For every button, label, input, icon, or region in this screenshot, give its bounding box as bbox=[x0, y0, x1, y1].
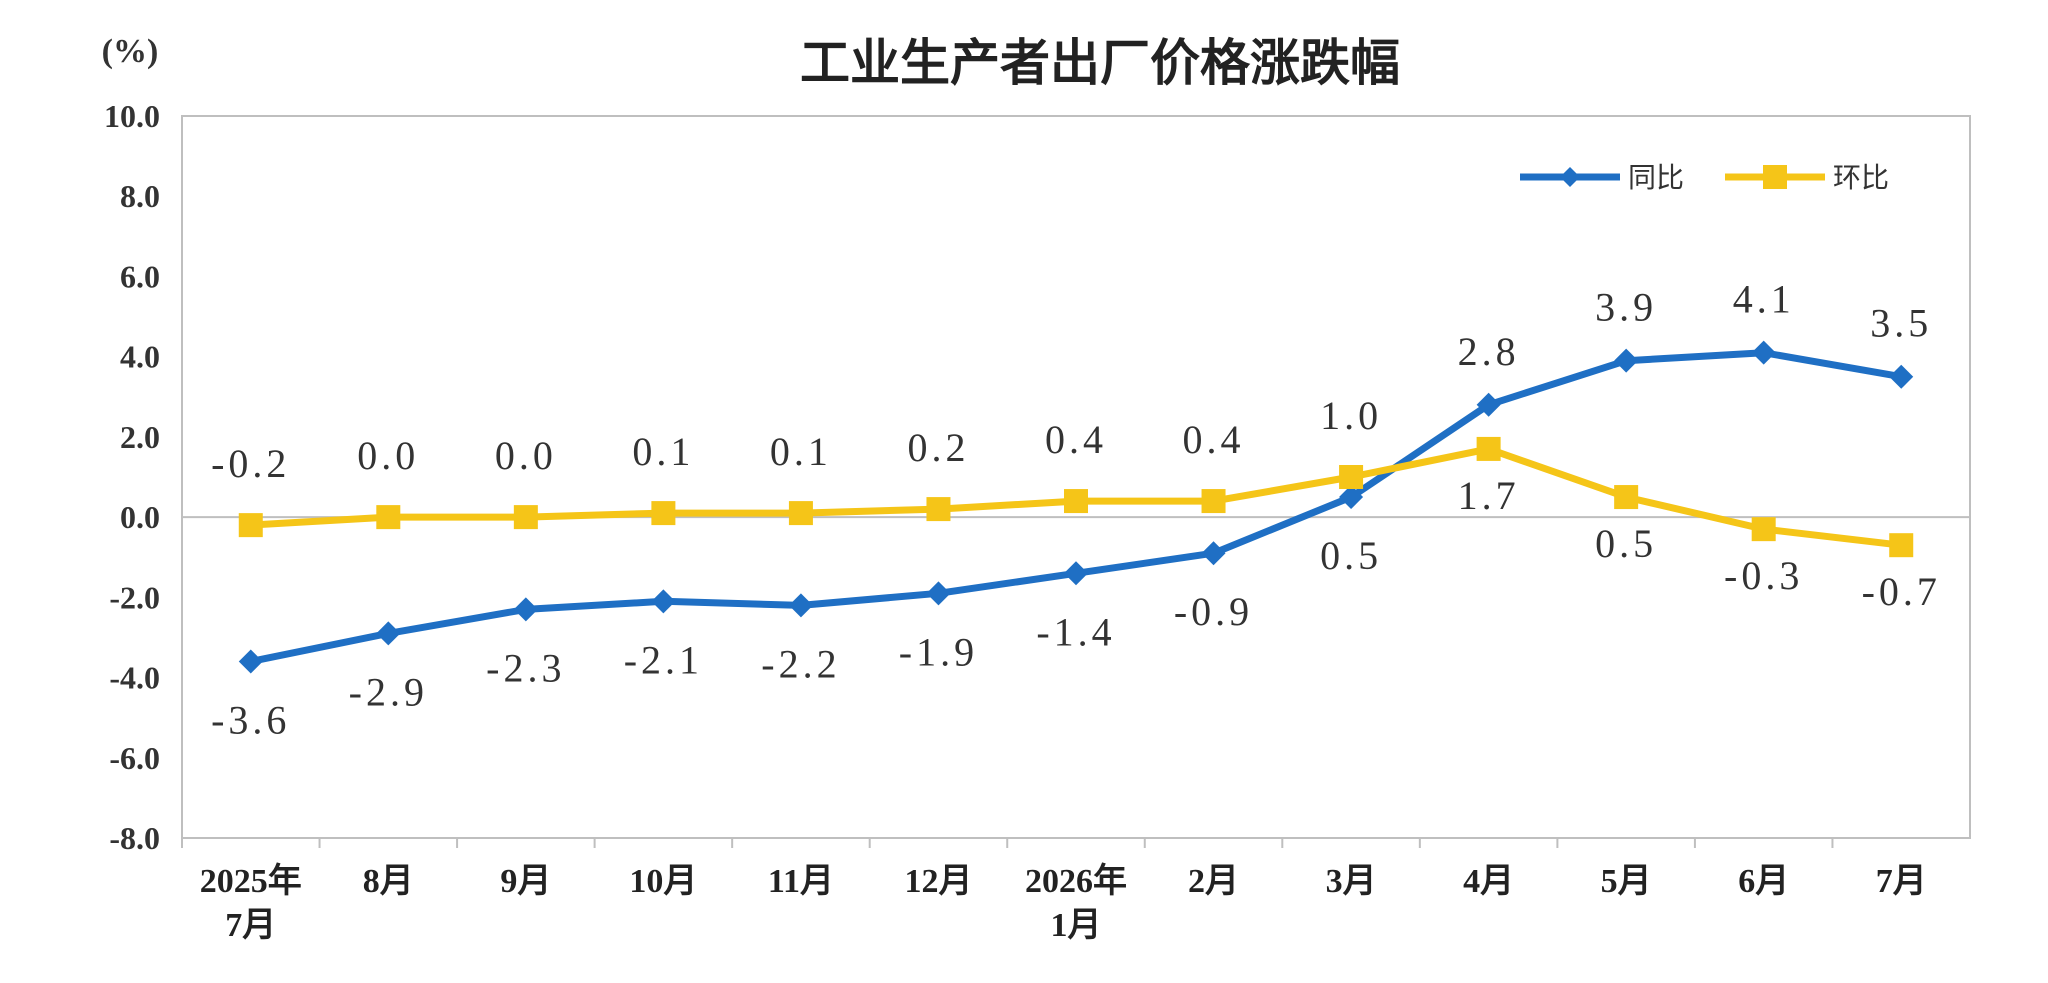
data-point-yoy bbox=[1339, 485, 1364, 510]
data-label-mom: -0.7 bbox=[1862, 569, 1941, 614]
y-tick-label: -8.0 bbox=[109, 820, 160, 856]
x-tick-label: 5月 bbox=[1601, 863, 1652, 900]
y-tick-label: 4.0 bbox=[120, 339, 160, 375]
x-tick-label: 7月 bbox=[1876, 863, 1927, 900]
data-label-mom: 1.7 bbox=[1458, 473, 1520, 518]
data-point-yoy bbox=[376, 621, 401, 646]
data-point-yoy bbox=[788, 593, 813, 618]
legend-label-mom: 环比 bbox=[1833, 161, 1889, 194]
x-tick-label: 11月 bbox=[768, 863, 834, 900]
data-point-mom bbox=[1614, 485, 1639, 510]
y-unit-label: (%) bbox=[102, 33, 159, 70]
x-tick-label: 3月 bbox=[1326, 863, 1377, 900]
y-tick-label: -2.0 bbox=[109, 579, 160, 615]
data-label-yoy: -1.4 bbox=[1036, 609, 1115, 654]
plot-area bbox=[181, 115, 1971, 839]
data-point-yoy bbox=[1751, 340, 1776, 365]
legend-marker-mom bbox=[1763, 165, 1787, 189]
y-tick-label: 0.0 bbox=[120, 499, 160, 535]
data-point-mom bbox=[238, 513, 263, 538]
series-layer bbox=[238, 340, 1914, 674]
data-point-mom bbox=[513, 505, 538, 530]
x-tick-label: 8月 bbox=[363, 863, 414, 900]
data-label-yoy: -0.9 bbox=[1174, 589, 1253, 634]
data-point-mom bbox=[651, 501, 676, 526]
x-tick-label: 7月 bbox=[225, 907, 276, 944]
x-tick-label: 1月 bbox=[1051, 907, 1102, 944]
data-point-mom bbox=[1476, 436, 1501, 461]
y-tick-label: -6.0 bbox=[109, 740, 160, 776]
data-label-mom: 0.4 bbox=[1183, 417, 1245, 462]
data-point-mom bbox=[376, 505, 401, 530]
data-label-mom: 1.0 bbox=[1320, 393, 1382, 438]
y-tick-label: 6.0 bbox=[120, 258, 160, 294]
x-axis: 2025年 7月 8月 9月 10月 11月 12月 2026年 1月 2月 3月 4月 5月 6月 7月 bbox=[181, 838, 1927, 944]
data-label-yoy: 2.8 bbox=[1458, 329, 1520, 374]
data-point-mom bbox=[1889, 533, 1914, 558]
data-labels: -3.6 -2.9 -2.3 -2.1 -2.2 -1.9 -1.4 -0.9 0.5 2.8 3.… bbox=[211, 277, 1941, 743]
x-tick-label: 9月 bbox=[500, 863, 551, 900]
data-label-mom: 0.0 bbox=[357, 433, 419, 478]
x-tick-label: 10月 bbox=[629, 863, 697, 900]
data-label-mom: 0.4 bbox=[1045, 417, 1107, 462]
data-label-mom: 0.1 bbox=[632, 429, 694, 474]
x-tick-label: 2025年 bbox=[200, 862, 302, 900]
data-point-yoy bbox=[926, 581, 951, 606]
data-point-yoy bbox=[1064, 561, 1088, 586]
data-point-yoy bbox=[1614, 348, 1639, 373]
legend-marker-yoy bbox=[1560, 167, 1580, 187]
y-tick-label: 10.0 bbox=[104, 98, 160, 134]
data-label-yoy: -1.9 bbox=[899, 629, 978, 674]
data-label-mom: -0.3 bbox=[1724, 553, 1803, 598]
data-point-mom bbox=[1064, 489, 1088, 514]
y-axis: 10.0 8.0 6.0 4.0 2.0 0.0 -2.0 -4.0 -6.0 -8.0 bbox=[104, 98, 160, 856]
data-label-yoy: -2.1 bbox=[624, 637, 703, 682]
data-point-yoy bbox=[513, 597, 538, 622]
data-point-mom bbox=[926, 497, 951, 522]
data-point-yoy bbox=[651, 589, 676, 614]
data-point-mom bbox=[1201, 489, 1226, 514]
x-tick-label: 2月 bbox=[1188, 863, 1239, 900]
data-label-yoy: -2.2 bbox=[761, 641, 840, 686]
data-label-yoy: -3.6 bbox=[211, 698, 290, 743]
data-point-yoy bbox=[238, 649, 263, 674]
data-label-yoy: -2.9 bbox=[349, 669, 428, 714]
data-label-yoy: 4.1 bbox=[1733, 277, 1795, 322]
legend-label-yoy: 同比 bbox=[1628, 161, 1684, 194]
data-label-mom: 0.2 bbox=[907, 425, 969, 470]
y-tick-label: -4.0 bbox=[109, 660, 160, 696]
x-tick-label: 12月 bbox=[904, 863, 972, 900]
data-point-yoy bbox=[1201, 541, 1226, 566]
y-tick-label: 8.0 bbox=[120, 178, 160, 214]
data-label-mom: 0.5 bbox=[1595, 521, 1657, 566]
data-label-yoy: 3.5 bbox=[1870, 301, 1932, 346]
data-point-mom bbox=[1751, 517, 1776, 542]
data-label-mom: 0.0 bbox=[495, 433, 557, 478]
x-tick-label: 2026年 bbox=[1025, 862, 1127, 900]
x-tick-label: 6月 bbox=[1738, 863, 1789, 900]
data-point-yoy bbox=[1476, 392, 1501, 417]
data-label-mom: 0.1 bbox=[770, 429, 832, 474]
data-point-yoy bbox=[1889, 364, 1914, 389]
x-tick-label: 4月 bbox=[1463, 863, 1514, 900]
y-tick-label: 2.0 bbox=[120, 419, 160, 455]
data-label-yoy: -2.3 bbox=[486, 645, 565, 690]
legend: 同比 环比 bbox=[1520, 161, 1889, 194]
data-label-mom: -0.2 bbox=[211, 441, 290, 486]
data-point-mom bbox=[1339, 465, 1364, 489]
chart-title: 工业生产者出厂价格涨跌幅 bbox=[800, 33, 1400, 92]
data-label-yoy: 0.5 bbox=[1320, 533, 1382, 578]
data-label-yoy: 3.9 bbox=[1595, 285, 1657, 330]
data-point-mom bbox=[788, 501, 813, 526]
